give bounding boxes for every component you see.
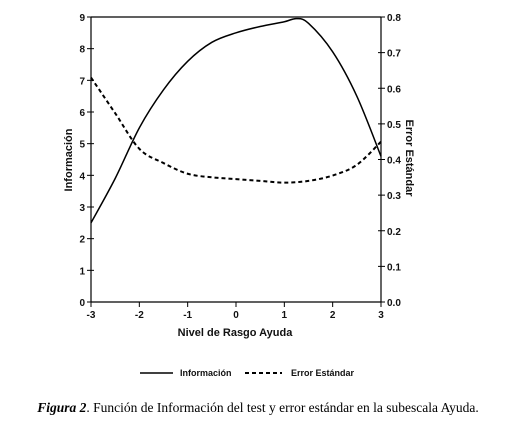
- x-tick-label: -1: [183, 310, 192, 321]
- x-tick-label: 2: [330, 310, 336, 321]
- series-layer: [90, 17, 382, 224]
- figure-caption: Figura 2. Función de Información del tes…: [0, 400, 516, 416]
- y-left-tick-label: 6: [79, 108, 85, 119]
- y-right-tick-label: 0.7: [387, 49, 401, 60]
- y-right-axis-title: Error Estándar: [403, 119, 415, 197]
- y-right-tick-label: 0.5: [387, 120, 401, 131]
- y-right-tick-label: 0.4: [387, 156, 401, 167]
- y-left-axis-title: Información: [63, 128, 75, 191]
- y-left-tick-label: 2: [79, 235, 85, 246]
- y-left-tick-label: 9: [79, 13, 85, 24]
- x-tick-label: 1: [282, 310, 288, 321]
- legend-label-informacion: Información: [180, 368, 232, 378]
- y-left-tick-label: 5: [79, 140, 85, 151]
- y-left-tick-label: 4: [79, 171, 85, 182]
- y-left-tick-label: 1: [79, 266, 85, 277]
- y-right-tick-label: 0.3: [387, 191, 401, 202]
- y-left-tick-label: 3: [79, 203, 85, 214]
- y-right-tick-label: 0.8: [387, 13, 401, 24]
- y-right-tick-label: 0.0: [387, 298, 401, 309]
- y-left-tick-label: 0: [79, 298, 85, 309]
- y-left-tick-label: 8: [79, 45, 85, 56]
- y-right-tick-label: 0.6: [387, 84, 401, 95]
- x-tick-label: 3: [378, 310, 384, 321]
- x-tick-label: -3: [87, 310, 96, 321]
- y-left-tick-label: 7: [79, 76, 85, 87]
- series-line-informacion: [90, 17, 382, 224]
- x-axis-title: Nivel de Rasgo Ayuda: [178, 327, 294, 339]
- y-right-tick-label: 0.2: [387, 227, 401, 238]
- ticks: -3 -2 -1 0 1 2 3 0 1 2 3 4 5 6 7 8 9 0.0 0.1 0.2 0.3 0.4 0.5 0.…: [79, 13, 401, 321]
- caption-figure-label: Figura 2: [37, 400, 87, 415]
- caption-text: . Función de Información del test y erro…: [86, 400, 479, 415]
- legend-label-error-estandar: Error Estándar: [291, 368, 355, 378]
- chart: -3 -2 -1 0 1 2 3 0 1 2 3 4 5 6 7 8 9 0.0 0.1 0.2 0.3 0.4 0.5 0.…: [63, 13, 415, 378]
- x-tick-label: -2: [135, 310, 144, 321]
- x-tick-label: 0: [233, 310, 239, 321]
- series-line-error-estandar: [90, 77, 382, 184]
- legend: Información Error Estándar: [140, 368, 355, 378]
- y-right-tick-label: 0.1: [387, 262, 401, 273]
